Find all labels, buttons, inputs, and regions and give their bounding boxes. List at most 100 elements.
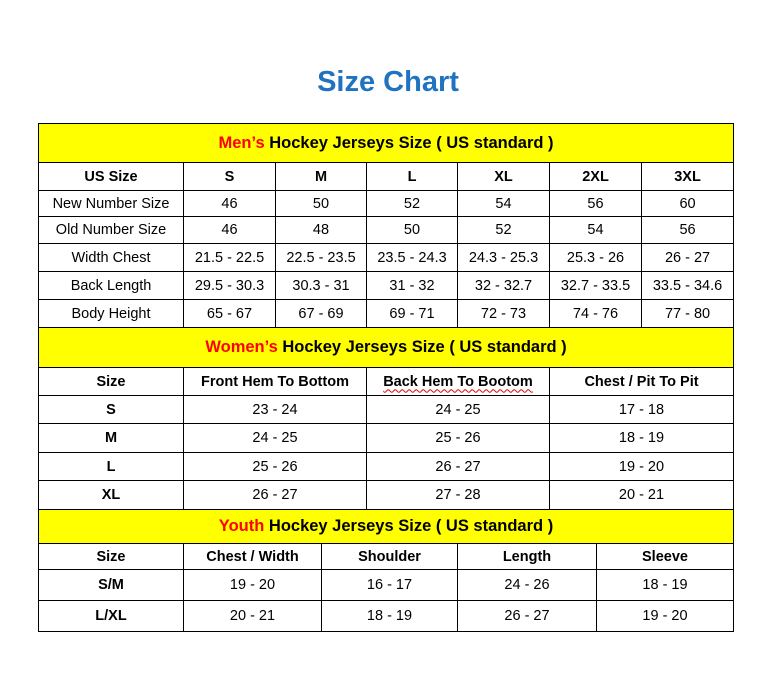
table-cell: 74 - 76	[549, 299, 642, 328]
table-cell: 26 - 27	[640, 243, 735, 272]
column-header-label: Sleeve	[642, 548, 688, 565]
table-cell: 33.5 - 34.6	[640, 271, 735, 300]
table-cell: 29.5 - 30.3	[183, 271, 276, 300]
column-header-label: 3XL	[674, 168, 701, 185]
heading-text: Hockey Jerseys Size ( US standard )	[264, 517, 554, 535]
column-header: S	[183, 162, 276, 191]
column-header: 2XL	[549, 162, 642, 191]
row-label: L	[38, 452, 184, 481]
column-header-label: Size	[96, 548, 126, 565]
column-header: M	[275, 162, 367, 191]
table-cell: 52	[457, 216, 550, 244]
row-label: L/XL	[38, 600, 184, 632]
column-header: Sleeve	[595, 543, 735, 570]
heading-text: Hockey Jerseys Size ( US standard )	[264, 133, 554, 152]
row-label: New Number Size	[38, 190, 184, 217]
table-cell: 69 - 71	[366, 299, 458, 328]
table-cell: 23 - 24	[183, 395, 367, 424]
heading-accent: Women’s	[205, 338, 278, 356]
table-cell: 18 - 19	[321, 600, 458, 632]
column-header-row: Size Front Hem To Bottom Back Hem To Booto…	[38, 367, 735, 396]
table-row: L 25 - 26 26 - 27 19 - 20	[38, 452, 735, 481]
table-cell: 46	[183, 216, 276, 244]
column-header: Length	[457, 543, 597, 570]
row-label: Old Number Size	[38, 216, 184, 244]
column-header-label: Size	[96, 373, 126, 390]
heading-accent: Men’s	[218, 133, 265, 152]
column-header: 3XL	[640, 162, 735, 191]
table-cell: 20 - 21	[548, 480, 735, 510]
column-header-label: Back Hem To Bootom	[383, 373, 533, 390]
column-header-label: Chest / Pit To Pit	[584, 373, 699, 390]
heading-text: Hockey Jerseys Size ( US standard )	[277, 338, 567, 356]
table-cell: 56	[640, 216, 735, 244]
table-row: XL 26 - 27 27 - 28 20 - 21	[38, 480, 735, 510]
table-cell: 20 - 21	[183, 600, 322, 632]
table-cell: 72 - 73	[457, 299, 550, 328]
table-cell: 50	[275, 190, 367, 217]
table-cell: 18 - 19	[595, 569, 735, 601]
row-label: S/M	[38, 569, 184, 601]
table-row: Back Length 29.5 - 30.3 30.3 - 31 31 - 32 32…	[38, 271, 735, 300]
womens-size-table: Women’s Hockey Jerseys Size ( US standar…	[37, 327, 735, 510]
table-cell: 54	[457, 190, 550, 217]
table-cell: 54	[549, 216, 642, 244]
mens-size-table: Men’s Hockey Jerseys Size ( US standard …	[37, 123, 735, 328]
column-header-label: Front Hem To Bottom	[201, 373, 349, 390]
column-header: Front Hem To Bottom	[183, 367, 367, 396]
column-header: Size	[38, 367, 184, 396]
table-cell: 26 - 27	[366, 452, 550, 481]
column-header-row: US Size S M L XL 2XL 3XL	[38, 162, 735, 191]
row-label: Back Length	[38, 271, 184, 300]
table-row: S/M 19 - 20 16 - 17 24 - 26 18 - 19	[38, 569, 735, 601]
table-cell: 19 - 20	[183, 569, 322, 601]
column-header-label: M	[314, 168, 328, 185]
table-cell: 24 - 25	[183, 423, 367, 453]
table-row: Body Height 65 - 67 67 - 69 69 - 71 72 - 73 7…	[38, 299, 735, 328]
table-cell: 25 - 26	[366, 423, 550, 453]
table-cell: 65 - 67	[183, 299, 276, 328]
row-label: Width Chest	[38, 243, 184, 272]
womens-section-heading: Women’s Hockey Jerseys Size ( US standar…	[37, 327, 735, 368]
column-header-label: US Size	[84, 168, 138, 185]
heading-accent: Youth	[218, 517, 265, 535]
column-header-label: 2XL	[582, 168, 609, 185]
table-cell: 19 - 20	[548, 452, 735, 481]
table-cell: 19 - 20	[595, 600, 735, 632]
table-row: M 24 - 25 25 - 26 18 - 19	[38, 423, 735, 453]
column-header: US Size	[38, 162, 184, 191]
table-cell: 27 - 28	[366, 480, 550, 510]
table-cell: 16 - 17	[321, 569, 458, 601]
table-cell: 24.3 - 25.3	[457, 243, 550, 272]
page-title: Size Chart	[317, 66, 459, 98]
column-header-row: Size Chest / Width Shoulder Length Sleeve	[38, 543, 735, 570]
table-cell: 26 - 27	[457, 600, 597, 632]
column-header-label: L	[407, 168, 417, 185]
column-header-label: S	[224, 168, 235, 185]
table-cell: 60	[640, 190, 735, 217]
column-header-label: Chest / Width	[206, 548, 299, 565]
column-header-label: XL	[494, 168, 513, 185]
column-header: Chest / Width	[183, 543, 322, 570]
table-cell: 46	[183, 190, 276, 217]
row-label: Body Height	[38, 299, 184, 328]
column-header: L	[366, 162, 458, 191]
table-cell: 22.5 - 23.5	[275, 243, 367, 272]
column-header: Chest / Pit To Pit	[548, 367, 735, 396]
column-header: Back Hem To Bootom	[366, 367, 550, 396]
column-header-label: Shoulder	[358, 548, 421, 565]
table-cell: 52	[366, 190, 458, 217]
row-label: S	[38, 395, 184, 424]
table-cell: 30.3 - 31	[275, 271, 367, 300]
table-row: S 23 - 24 24 - 25 17 - 18	[38, 395, 735, 424]
table-cell: 25 - 26	[183, 452, 367, 481]
table-row: Width Chest 21.5 - 22.5 22.5 - 23.5 23.5 - …	[38, 243, 735, 272]
table-row: New Number Size 46 50 52 54 56 60	[38, 190, 735, 217]
row-label: XL	[38, 480, 184, 510]
column-header-label: Length	[502, 548, 552, 565]
column-header: Size	[38, 543, 184, 570]
table-cell: 23.5 - 24.3	[366, 243, 458, 272]
youth-size-table: Youth Hockey Jerseys Size ( US standard …	[37, 509, 735, 632]
table-cell: 21.5 - 22.5	[183, 243, 276, 272]
table-cell: 26 - 27	[183, 480, 367, 510]
